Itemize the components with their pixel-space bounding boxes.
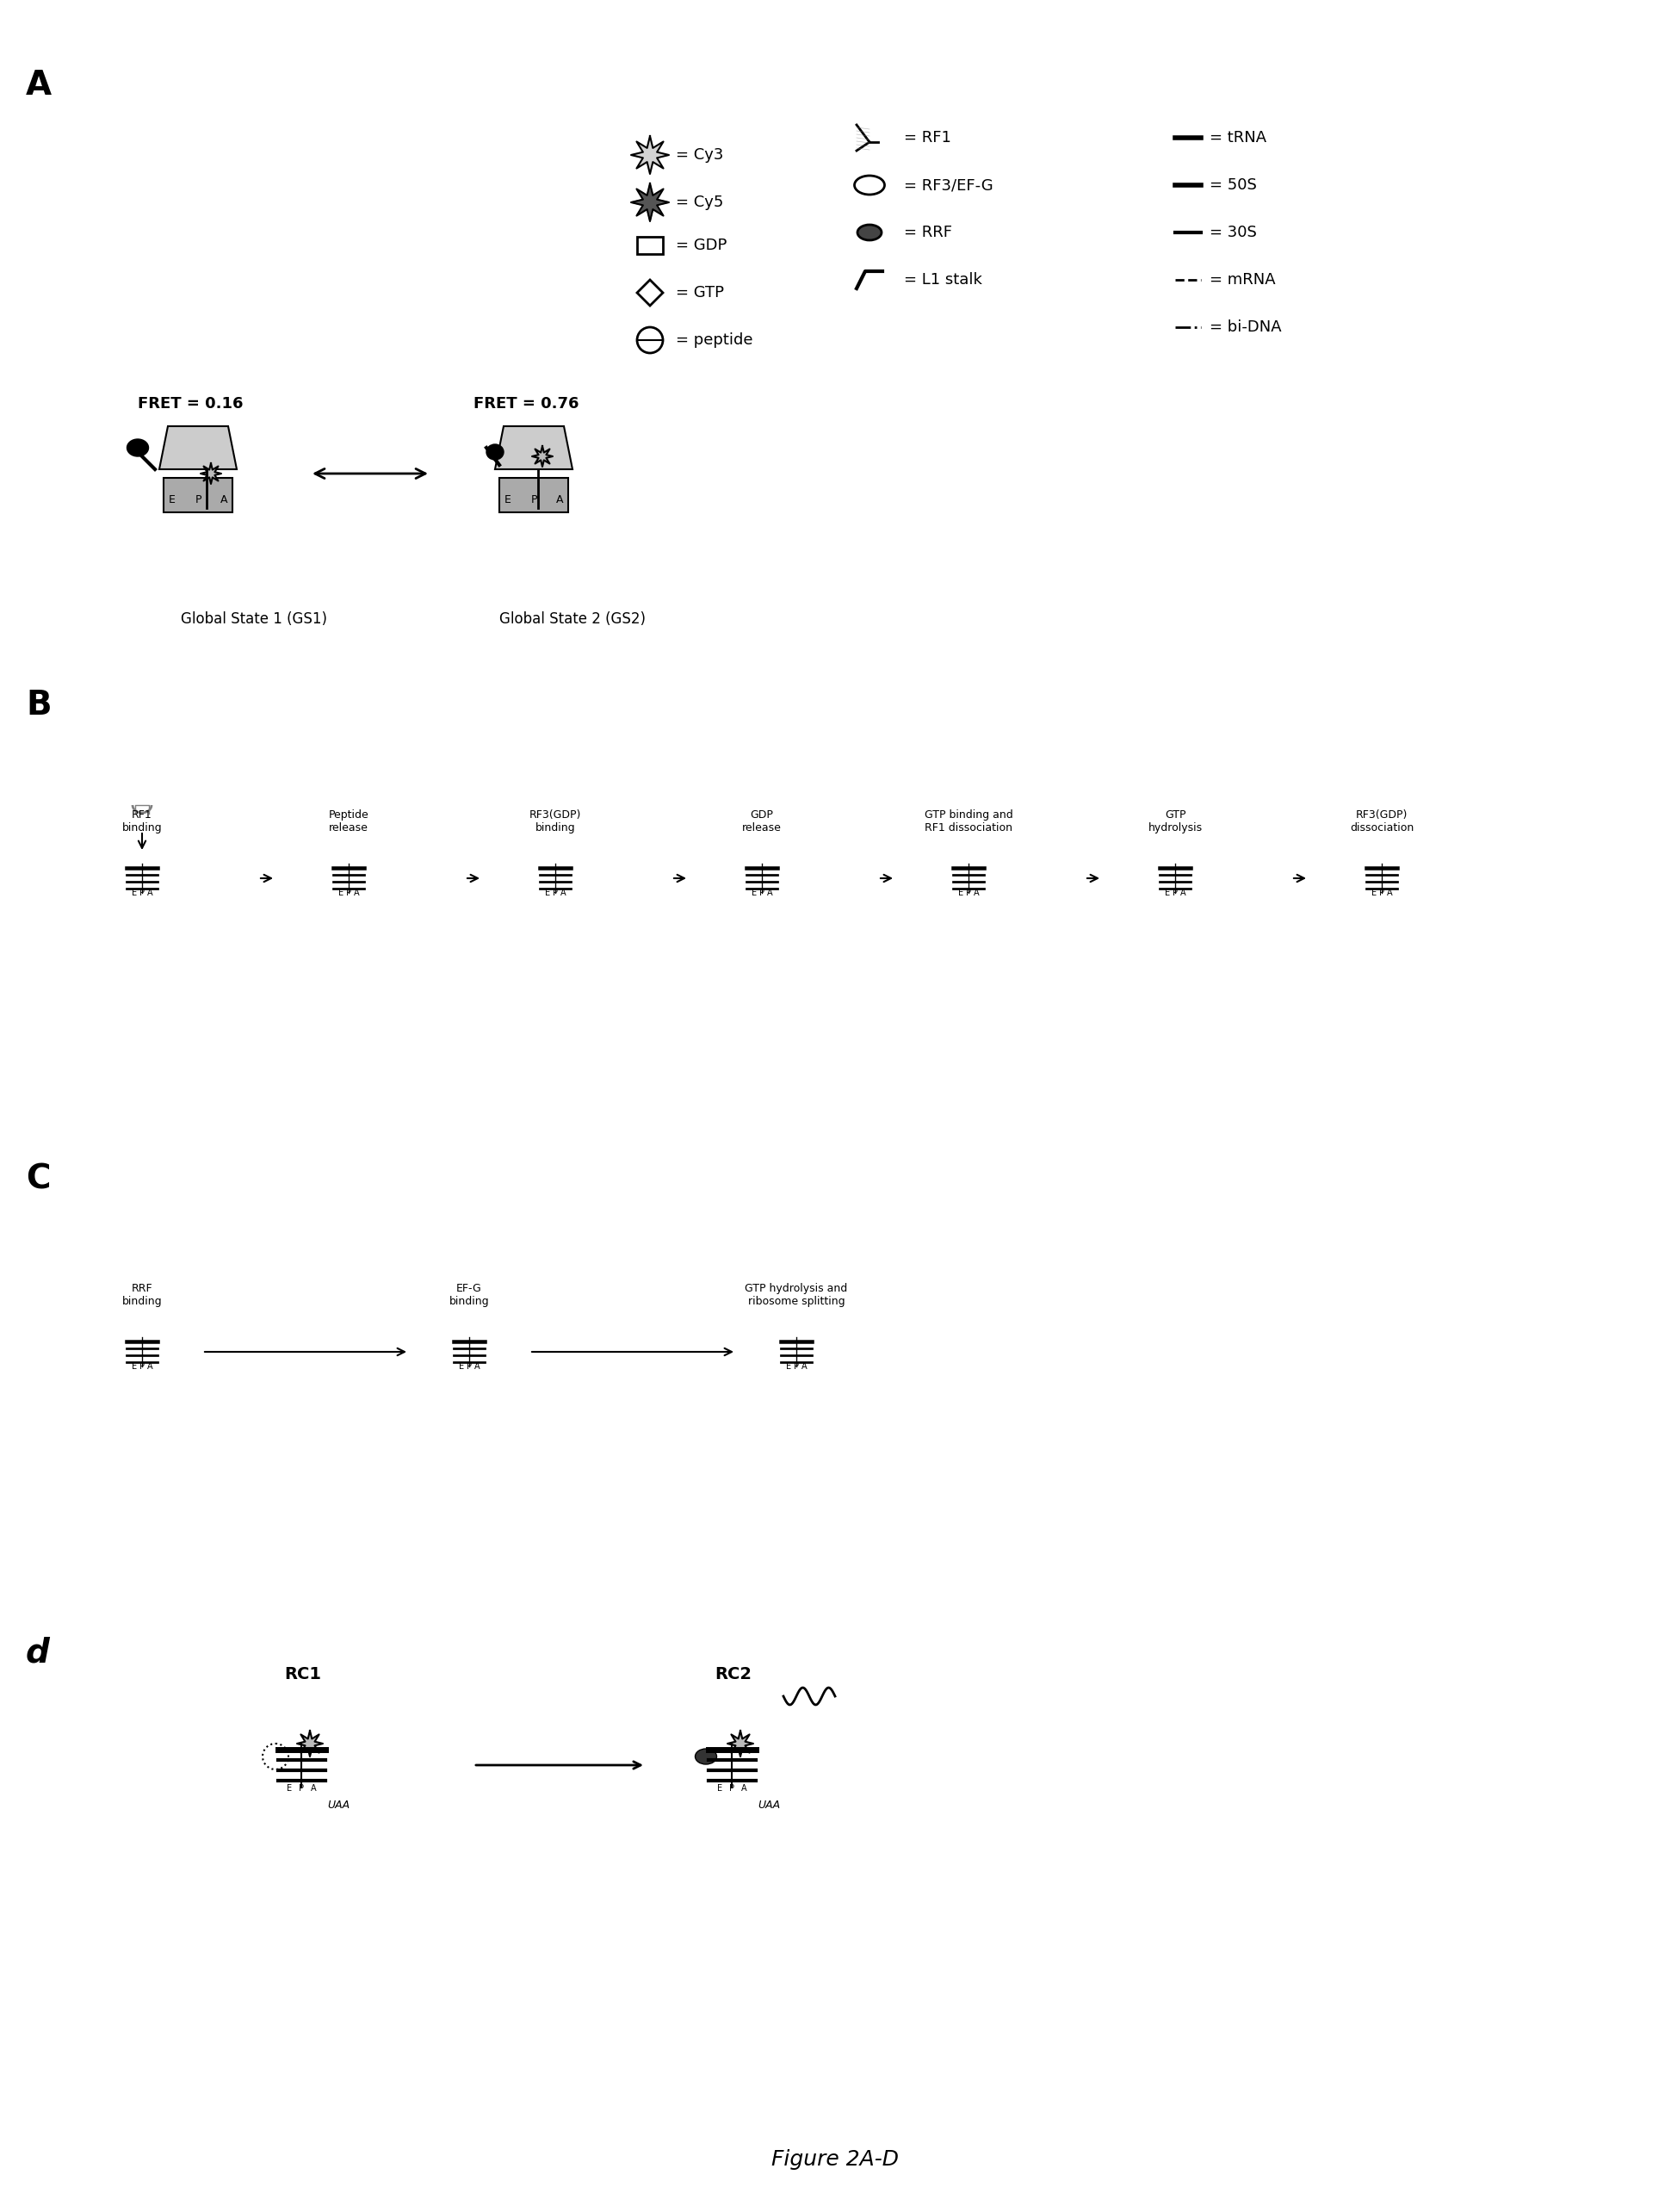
Ellipse shape	[695, 1750, 717, 1765]
Ellipse shape	[857, 226, 882, 241]
Ellipse shape	[486, 445, 503, 460]
Text: P: P	[966, 889, 971, 896]
Polygon shape	[159, 427, 237, 469]
Text: A: A	[1180, 889, 1186, 896]
Text: P: P	[553, 889, 558, 896]
Text: GTP
hydrolysis: GTP hydrolysis	[1148, 810, 1203, 834]
Text: FRET = 0.16: FRET = 0.16	[137, 396, 244, 411]
Text: E: E	[717, 1785, 722, 1792]
Polygon shape	[500, 478, 568, 513]
Text: = peptide: = peptide	[675, 332, 754, 347]
Text: E: E	[132, 889, 137, 896]
Text: A: A	[974, 889, 979, 896]
Text: E: E	[785, 1363, 790, 1371]
Text: P: P	[729, 1785, 734, 1792]
Text: = L1 stalk: = L1 stalk	[904, 272, 983, 288]
Text: E: E	[169, 493, 175, 504]
Text: E: E	[752, 889, 757, 896]
Text: P: P	[794, 1363, 799, 1371]
Text: = GTP: = GTP	[675, 285, 724, 301]
Text: A: A	[221, 493, 227, 504]
Text: P: P	[1173, 889, 1178, 896]
Text: RF3(GDP)
binding: RF3(GDP) binding	[530, 810, 582, 834]
Polygon shape	[164, 478, 232, 513]
Text: = 30S: = 30S	[1210, 226, 1257, 241]
Text: E: E	[505, 493, 511, 504]
Text: RF1
binding: RF1 binding	[122, 810, 162, 834]
Text: GDP
release: GDP release	[742, 810, 782, 834]
Text: P: P	[759, 889, 764, 896]
Text: A: A	[740, 1785, 747, 1792]
Text: RF3(GDP)
dissociation: RF3(GDP) dissociation	[1350, 810, 1414, 834]
Text: A: A	[1387, 889, 1392, 896]
Text: = RF3/EF-G: = RF3/EF-G	[904, 177, 993, 192]
Text: A: A	[147, 1363, 152, 1371]
Text: P: P	[1379, 889, 1384, 896]
Text: Figure 2A-D: Figure 2A-D	[772, 2150, 899, 2170]
Text: A: A	[560, 889, 566, 896]
Polygon shape	[632, 184, 668, 221]
Text: Peptide
release: Peptide release	[329, 810, 369, 834]
Text: A: A	[311, 1785, 316, 1792]
Text: E: E	[1372, 889, 1377, 896]
Text: A: A	[767, 889, 772, 896]
Text: E: E	[545, 889, 550, 896]
Text: d: d	[25, 1637, 50, 1668]
Polygon shape	[727, 1730, 754, 1756]
Text: P: P	[139, 1363, 145, 1371]
Text: A: A	[25, 69, 52, 102]
Text: P: P	[299, 1785, 304, 1792]
Text: B: B	[25, 688, 52, 721]
Text: A: A	[475, 1363, 480, 1371]
Text: UAA: UAA	[328, 1801, 349, 1812]
Polygon shape	[495, 427, 573, 469]
Polygon shape	[531, 447, 553, 467]
Text: E: E	[957, 889, 962, 896]
Text: = 50S: = 50S	[1210, 177, 1257, 192]
Text: A: A	[354, 889, 359, 896]
Polygon shape	[297, 1730, 323, 1756]
Text: C: C	[25, 1161, 50, 1194]
Text: = tRNA: = tRNA	[1210, 131, 1267, 146]
Text: = bi-DNA: = bi-DNA	[1210, 319, 1282, 334]
Text: A: A	[147, 889, 152, 896]
Text: UAA: UAA	[757, 1801, 780, 1812]
Text: = RRF: = RRF	[904, 226, 952, 241]
Text: RC1: RC1	[284, 1666, 321, 1683]
Text: E: E	[460, 1363, 465, 1371]
Text: Global State 2 (GS2): Global State 2 (GS2)	[500, 611, 645, 626]
Text: = RF1: = RF1	[904, 131, 951, 146]
Text: P: P	[139, 889, 145, 896]
Ellipse shape	[127, 440, 149, 456]
Text: EF-G
binding: EF-G binding	[449, 1283, 490, 1307]
Text: P: P	[530, 493, 536, 504]
Text: Global State 1 (GS1): Global State 1 (GS1)	[180, 611, 328, 626]
Text: A: A	[802, 1363, 807, 1371]
Polygon shape	[201, 462, 221, 484]
Text: FRET = 0.76: FRET = 0.76	[473, 396, 578, 411]
Text: RRF
binding: RRF binding	[122, 1283, 162, 1307]
Text: A: A	[556, 493, 563, 504]
Text: P: P	[346, 889, 351, 896]
Text: = GDP: = GDP	[675, 237, 727, 252]
Text: E: E	[1165, 889, 1170, 896]
Text: = Cy3: = Cy3	[675, 148, 724, 164]
Polygon shape	[632, 137, 668, 175]
Bar	[637, 237, 663, 254]
Text: GTP binding and
RF1 dissociation: GTP binding and RF1 dissociation	[924, 810, 1013, 834]
Text: E: E	[287, 1785, 292, 1792]
Text: E: E	[132, 1363, 137, 1371]
Text: RC2: RC2	[715, 1666, 752, 1683]
Text: = mRNA: = mRNA	[1210, 272, 1275, 288]
Text: GTP hydrolysis and
ribosome splitting: GTP hydrolysis and ribosome splitting	[745, 1283, 847, 1307]
Text: E: E	[338, 889, 344, 896]
Text: P: P	[196, 493, 201, 504]
Text: P: P	[466, 1363, 471, 1371]
Text: = Cy5: = Cy5	[675, 195, 724, 210]
